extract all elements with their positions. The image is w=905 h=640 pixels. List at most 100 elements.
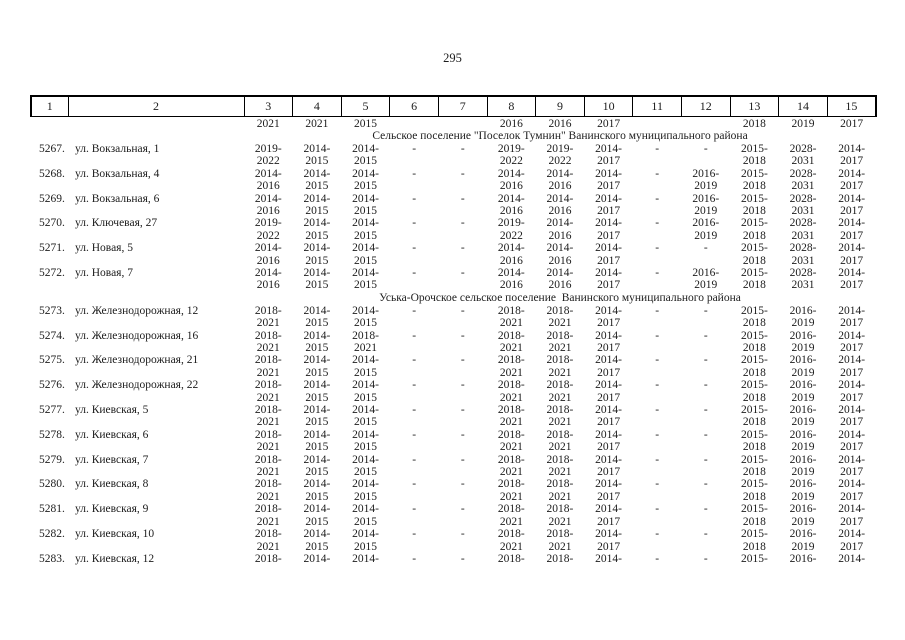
row-cell: 2015- 2018 (740, 354, 768, 379)
row-cell: - (655, 528, 660, 541)
row-cell: - (703, 304, 708, 317)
row-cell: 2019- 2022 (254, 142, 282, 168)
row-cell: 2016- 2019 (789, 304, 817, 330)
row-address: ул. Киевская, 6 (75, 428, 149, 441)
column-number: 2 (67, 95, 245, 117)
row-cell: 2014- 2016 (546, 266, 574, 292)
row-cell: 2014- 2015 (352, 528, 379, 553)
row-cell: 2018- 2021 (497, 404, 525, 429)
row-cell: - (412, 354, 417, 367)
row-cell: 2014- 2017 (838, 379, 866, 404)
row-cell: 2014- 2015 (303, 453, 331, 479)
row-cell: - (412, 167, 417, 180)
row-cell: 2018- 2021 (546, 379, 574, 404)
row-cell: 2016- 2019 (692, 266, 720, 292)
row-cell: 2014- 2017 (838, 478, 866, 503)
carryover-year (681, 116, 730, 130)
row-cell: - (703, 528, 708, 541)
row-cell: 2014- 2017 (595, 266, 622, 292)
row-cell: 2018- 2021 (497, 428, 525, 454)
row-cell: 2014- 2015 (352, 142, 379, 168)
carryover-year (68, 116, 244, 130)
row-cell: - (703, 552, 708, 565)
row-cell: 2016- (789, 552, 817, 565)
row-cell: 2014- 2016 (254, 167, 282, 193)
row-address: ул. Киевская, 12 (75, 552, 155, 565)
row-cell: - (655, 478, 660, 491)
row-cell: - (655, 404, 660, 417)
row-cell: - (655, 552, 660, 565)
row-cell: 2015- 2018 (740, 528, 768, 553)
row-cell: 2015- 2018 (740, 453, 768, 479)
row-cell: 2018- 2021 (546, 404, 574, 429)
row-cell: 2014- 2015 (352, 242, 379, 267)
row-number: 5273. (39, 304, 65, 317)
carryover-year (438, 116, 487, 130)
row-cell: 2014- 2017 (595, 142, 622, 168)
row-cell: 2014- 2015 (303, 142, 331, 168)
row-cell: 2015- 2018 (740, 379, 768, 404)
row-number: 5270. (39, 217, 65, 230)
row-cell: 2014- 2015 (303, 404, 331, 429)
table-row: 5270. ул. Ключевая, 27 2019- 2022 2014- … (31, 217, 876, 242)
row-address: ул. Железнодорожная, 22 (75, 379, 199, 392)
carryover-year (390, 116, 439, 130)
column-number: 15 (826, 95, 877, 117)
row-address: ул. Ключевая, 27 (75, 217, 158, 230)
row-cell: 2028- 2031 (789, 192, 817, 217)
row-address: ул. Железнодорожная, 16 (75, 329, 199, 342)
row-cell: 2014- 2017 (838, 503, 866, 528)
row-cell: 2019- 2022 (497, 142, 525, 168)
row-cell: 2016- 2019 (789, 478, 817, 503)
row-cell: 2014- 2015 (352, 354, 379, 379)
section-title: Сельское поселение "Поселок Тумнин" Вани… (372, 129, 748, 142)
row-cell: 2016- 2019 (789, 503, 817, 528)
row-cell: 2018- 2021 (546, 528, 574, 553)
carryover-year (633, 116, 682, 130)
row-cell: - (655, 428, 660, 441)
column-number: 5 (340, 95, 391, 117)
row-cell: 2014- 2015 (352, 404, 379, 429)
row-cell: - (460, 478, 465, 491)
column-number: 6 (389, 95, 439, 117)
row-cell: 2014- 2017 (595, 404, 622, 429)
row-cell: 2014- (352, 552, 379, 565)
row-cell: 2028- 2031 (789, 266, 817, 292)
column-number: 12 (680, 95, 731, 117)
row-cell: - (460, 242, 465, 255)
row-number: 5267. (39, 142, 65, 155)
row-cell: - (412, 379, 417, 392)
row-cell: - (655, 142, 660, 155)
table-row: 5280. ул. Киевская, 8 2018- 2021 2014- 2… (31, 478, 876, 503)
row-cell: 2019- 2022 (497, 217, 525, 242)
row-cell: - (412, 192, 417, 205)
row-cell: - (655, 379, 660, 392)
table-row: 5275. ул. Железнодорожная, 21 2018- 2021… (31, 354, 876, 379)
table-body: 1 2 3 4 5 6 7 8 9 10 11 12 13 14 15 2021 (30, 95, 877, 578)
row-cell: 2015- 2018 (740, 503, 768, 528)
row-cell: 2015- 2018 (740, 478, 768, 503)
row-cell: 2015- 2018 (740, 242, 768, 267)
row-cell: 2014- 2017 (838, 528, 866, 553)
row-cell: 2018- 2021 (497, 478, 525, 503)
row-number: 5281. (39, 503, 65, 516)
row-address: ул. Киевская, 10 (75, 528, 155, 541)
row-cell: 2014- 2017 (595, 379, 622, 404)
row-cell: 2014- 2017 (838, 329, 866, 354)
carryover-year (31, 116, 68, 130)
row-cell: 2014- 2015 (352, 266, 379, 292)
row-cell: 2018- 2021 (497, 329, 525, 354)
row-cell: - (703, 428, 708, 441)
row-cell: 2018- 2021 (546, 304, 574, 330)
row-cell: 2014- 2017 (838, 192, 866, 217)
row-cell: 2014- 2017 (838, 217, 866, 242)
row-cell: - (703, 379, 708, 392)
row-cell: 2014- 2015 (303, 354, 331, 379)
row-cell: 2014- 2015 (352, 453, 379, 479)
row-cell: - (412, 304, 417, 317)
row-cell: 2015- 2018 (740, 192, 768, 217)
row-cell: 2018- 2021 (546, 428, 574, 454)
row-cell: - (412, 453, 417, 466)
carryover-year: 2017 (597, 117, 621, 130)
row-cell: - (460, 404, 465, 417)
